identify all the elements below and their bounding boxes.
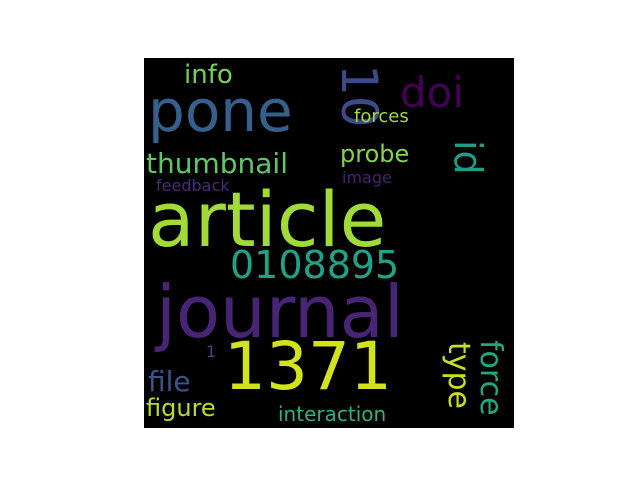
word-pone: pone — [148, 77, 293, 145]
word-doi: doi — [400, 68, 465, 117]
word-forces: forces — [354, 106, 409, 127]
word-probe: probe — [340, 140, 410, 168]
word-thumbnail: thumbnail — [146, 147, 288, 180]
word-article: article — [148, 175, 387, 264]
word-journal: journal — [156, 270, 404, 354]
word-1: 1 — [206, 342, 217, 361]
word-id: id — [446, 140, 490, 175]
word-file: file — [148, 365, 191, 398]
word-cloud: pone info 10 doi forces thumbnail probe … — [144, 58, 514, 428]
word-force: force — [473, 340, 508, 416]
word-type: type — [441, 342, 476, 410]
word-0108895: 0108895 — [230, 243, 400, 287]
word-feedback: feedback — [156, 176, 230, 195]
word-image: image — [342, 168, 392, 187]
word-figure: figure — [146, 394, 216, 422]
word-info: info — [184, 60, 233, 90]
word-interaction: interaction — [278, 402, 387, 426]
word-1371: 1371 — [224, 328, 392, 405]
